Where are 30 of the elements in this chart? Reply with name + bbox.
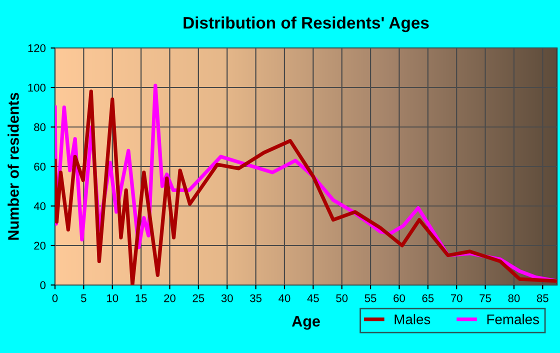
chart-title: Distribution of Residents' Ages: [184, 16, 429, 32]
x-axis-title: Age: [292, 316, 320, 330]
x-tick-label: 30: [221, 294, 233, 302]
x-tick-label: 35: [250, 294, 262, 302]
x-tick-label: 40: [278, 294, 290, 302]
x-tick-label: 50: [336, 294, 348, 302]
x-tick-label: 55: [364, 294, 376, 302]
y-tick-label: 100: [28, 84, 46, 92]
x-tick-label: 10: [107, 294, 118, 302]
x-tick-label: 85: [536, 294, 548, 302]
y-tick-label: 120: [28, 44, 46, 52]
x-tick-label: 70: [450, 294, 462, 302]
x-tick-label: 75: [480, 294, 491, 302]
x-tick-label: 65: [422, 294, 434, 302]
y-tick-label: 40: [34, 202, 46, 210]
x-tick-label: 5: [81, 294, 86, 302]
y-tick-label: 80: [34, 123, 46, 132]
x-tick-label: 0: [52, 294, 58, 302]
x-tick-label: 20: [164, 294, 176, 302]
y-tick-label: 60: [34, 162, 46, 171]
x-tick-label: 15: [136, 294, 147, 302]
y-tick-label: 20: [34, 242, 46, 250]
y-tick-label: 0: [40, 281, 46, 290]
y-axis-title: Number of residents: [8, 92, 19, 240]
x-tick-label: 60: [394, 294, 405, 302]
x-tick-label: 25: [192, 294, 204, 302]
x-tick-label: 80: [508, 294, 520, 302]
legend-label: Males: [394, 314, 430, 324]
legend-label: Females: [487, 314, 539, 324]
x-tick-label: 45: [307, 294, 319, 302]
